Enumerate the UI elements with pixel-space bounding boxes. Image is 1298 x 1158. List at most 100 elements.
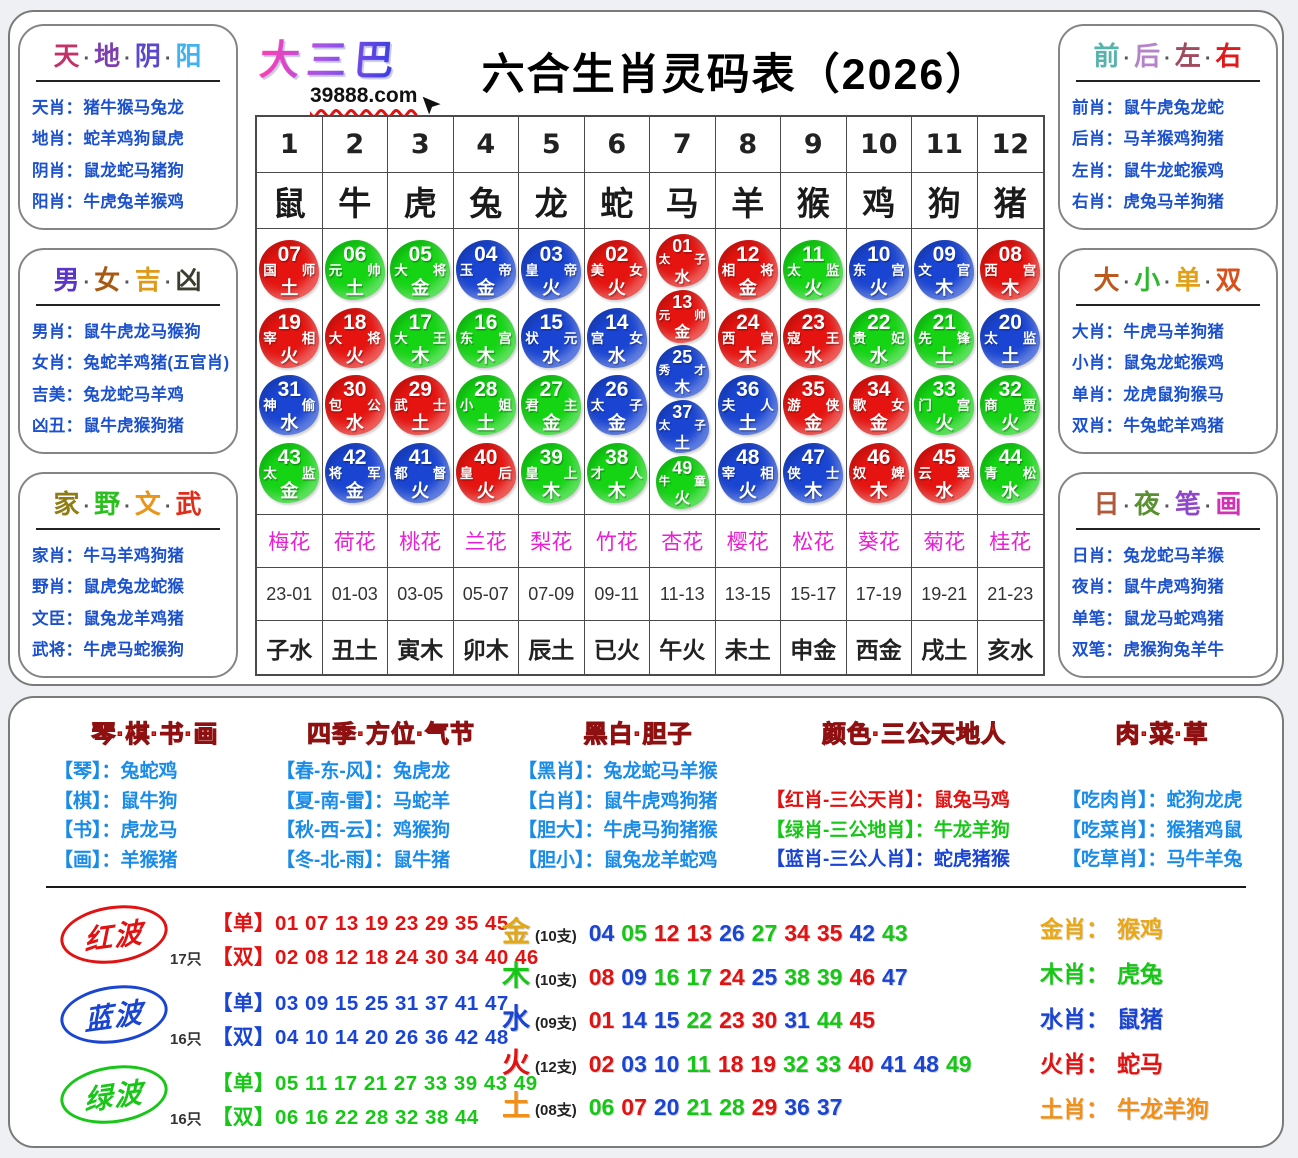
panel-row: 家肖：牛马羊鸡狗猪 (32, 542, 224, 566)
number-ball: 30 包 公水 (324, 375, 385, 436)
ball-number: 45 (932, 446, 956, 470)
panel-title-char: 阳 (175, 41, 203, 71)
row-value: 马羊猴鸡狗猪 (1123, 130, 1225, 149)
column-number: 6 (584, 117, 650, 173)
ball-number: 41 (408, 446, 432, 470)
element-number: 15 (653, 1007, 680, 1033)
element-row: 土 (08支) 06 07 20 21 28 29 36 37 (502, 1084, 1017, 1124)
ball-number: 42 (343, 446, 367, 470)
ball-role-left: 皇 (525, 262, 539, 278)
ball-role-right: 婢 (891, 466, 905, 482)
ball-number: 09 (932, 242, 956, 266)
row-label: 夜肖： (1072, 578, 1123, 597)
number-ball: 11 太 监火 (783, 239, 844, 300)
ball-element: 火 (476, 481, 495, 502)
group-title: 颜色·三公天地人 (821, 720, 1006, 748)
panel-row: 女肖：兔蛇羊鸡猪(五官肖) (32, 349, 229, 373)
panel-row: 夜肖：鼠牛虎鸡狗猪 (1072, 573, 1264, 597)
ball-role-right: 将 (367, 330, 381, 346)
element-label: 土 (502, 1090, 531, 1121)
divider (46, 886, 1246, 888)
ball-role-left: 青 (984, 466, 998, 482)
panel-title-char: 左 (1174, 41, 1202, 71)
ball-column: 02 美女火 14 宫女水 26 太子金 38 才人木 (584, 229, 650, 515)
panel-row: 右肖：虎兔马羊狗猪 (1072, 188, 1264, 212)
ball-number: 43 (277, 446, 301, 470)
element-number: 08 (588, 963, 615, 990)
time-range: 17-19 (846, 568, 912, 621)
row-label: 男肖： (32, 322, 83, 341)
element-number: 25 (751, 963, 778, 990)
ball-number: 33 (932, 378, 956, 402)
ball-number: 03 (539, 242, 563, 266)
panel-row: 左肖：鼠牛龙蛇猴鸡 (1072, 157, 1264, 181)
brand-url-link[interactable]: 39888.com (310, 84, 418, 107)
ball-role-right: 士 (432, 398, 447, 414)
ball-role-right: 宫 (760, 330, 774, 346)
panel-body: 男肖：鼠牛虎龙马猴狗 女肖：兔蛇羊鸡猪(五官肖) 吉美：兔龙蛇马羊鸡 凶丑：鼠牛虎猴狗… (30, 306, 229, 444)
ball-column: 10 东 宫火 22 贵 妃水 34 歌 女金 46 奴 婢木 (846, 229, 912, 515)
ball-element: 金 (869, 413, 888, 434)
element-number: 45 (849, 1007, 876, 1033)
ball-role-left: 寇 (787, 330, 801, 346)
element-label: 金 (502, 916, 531, 947)
column-number: 4 (453, 117, 519, 173)
row-label: 大肖： (1072, 322, 1123, 341)
flower-name: 桃花 (388, 515, 454, 568)
ball-number: 34 (867, 378, 891, 402)
element-number: 14 (621, 1007, 647, 1033)
time-range: 15-17 (781, 568, 847, 621)
panel-title-char: 日 (1093, 489, 1121, 519)
row-value: 牛虎马羊狗猪 (1123, 322, 1225, 341)
row-label: 凶丑： (32, 417, 83, 436)
number-ball: 18 大 将火 (324, 307, 385, 368)
ball-role-left: 美 (590, 262, 605, 278)
ball-role-right: 后 (498, 466, 512, 482)
ball-number: 37 (672, 402, 693, 423)
ball-role-right: 宫 (956, 398, 971, 414)
element-number: 19 (750, 1050, 776, 1077)
number-ball: 23 寇 王水 (783, 307, 844, 368)
ball-number: 28 (474, 378, 498, 402)
ball-number: 47 (801, 446, 825, 470)
ball-role-right: 官 (956, 262, 971, 278)
number-ball: 24 西 宫木 (717, 307, 778, 368)
category-group: 黑白·胆子 【黑肖】：兔龙蛇马羊猴 【白肖】：鼠牛虎鸡狗猪 【胆大】：牛虎马狗猪猴 【胆… (504, 714, 772, 875)
branch-element: 戌土 (912, 621, 978, 674)
column-number: 3 (388, 117, 454, 173)
row-value: 鼠虎兔龙蛇猴 (83, 578, 185, 597)
element-count: (12支) (535, 1058, 577, 1076)
panel-title-char: 夜 (1134, 489, 1162, 519)
flower-name: 葵花 (846, 515, 912, 568)
panel-title-char: 双 (1215, 265, 1243, 295)
number-ball: 16 东 宫木 (455, 307, 516, 368)
element-number: 06 (588, 1094, 615, 1120)
ball-role-left: 才 (590, 466, 605, 482)
ball-role-left: 先 (918, 330, 932, 346)
ball-element: 火 (674, 490, 690, 508)
row-label: 吉美： (32, 385, 83, 404)
number-ball: 45 云 翠水 (914, 443, 975, 504)
wave-even-numbers: 【双】02 08 12 18 24 30 34 40 46 (212, 946, 539, 969)
row-label: 单笔： (1072, 609, 1123, 628)
element-zodiac-row: 木肖： 虎兔 (1040, 955, 1209, 989)
number-ball: 27 君 主金 (521, 375, 582, 436)
ball-element: 火 (935, 413, 954, 434)
element-count: (09支) (535, 1015, 577, 1032)
ball-element: 土 (1001, 345, 1020, 366)
ball-role-left: 太 (263, 466, 277, 482)
row-value: 鼠兔龙蛇猴鸡 (1123, 354, 1225, 373)
panel-title: 日 · 夜 · 笔 · 画 (1076, 482, 1260, 530)
panel-row: 阴肖：鼠龙蛇马猪狗 (32, 157, 224, 181)
panel-row: 后肖：马羊猴鸡狗猪 (1072, 125, 1264, 149)
info-panel: 大 · 小 · 单 · 双大肖：牛虎马羊狗猪 小肖：鼠兔龙蛇猴鸡 单肖：龙虎鼠狗猴马 双肖：牛兔蛇… (1058, 248, 1278, 454)
flower-name: 菊花 (912, 515, 978, 568)
ball-role-left: 包 (328, 398, 343, 414)
ball-element: 水 (674, 268, 690, 286)
row-value: 龙虎鼠狗猴马 (1123, 385, 1225, 404)
group-title: 黑白·胆子 (583, 720, 693, 748)
element-zodiac-row: 土肖： 牛龙羊狗 (1040, 1090, 1209, 1124)
ball-role-left: 太 (984, 330, 998, 346)
ball-element: 火 (1001, 413, 1020, 434)
wave-count: 17只 (170, 951, 202, 968)
